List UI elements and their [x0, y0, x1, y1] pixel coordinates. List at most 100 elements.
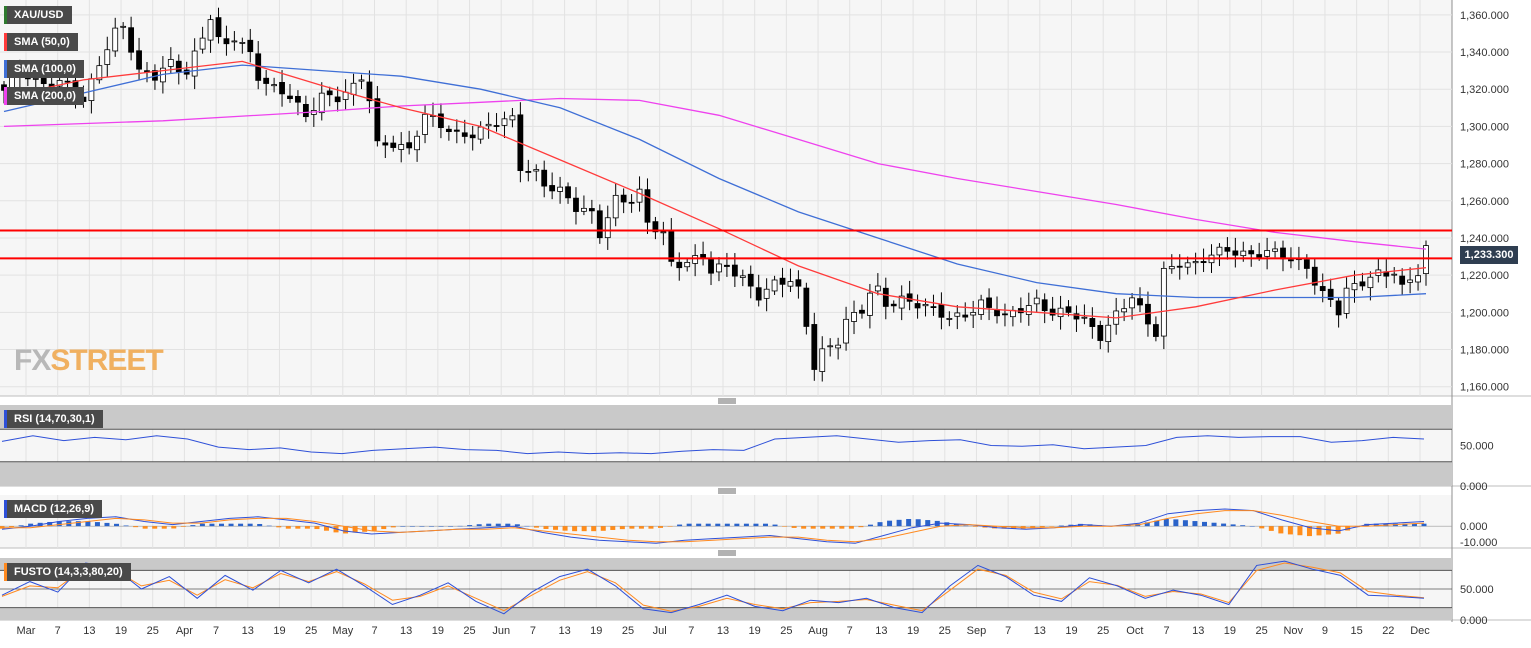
legend-swatch-sma100	[4, 60, 7, 78]
macd-hist-bar	[638, 526, 644, 529]
x-tick-label: 7	[1163, 625, 1169, 637]
x-tick-label: 25	[939, 625, 951, 637]
x-tick-label: 13	[558, 625, 570, 637]
candle-body	[366, 81, 373, 102]
candle-body	[1137, 298, 1143, 306]
candle-body	[620, 194, 627, 203]
macd-hist-bar	[810, 526, 816, 529]
x-tick-label: 25	[305, 625, 317, 637]
candle-body	[787, 281, 794, 287]
legend-sma50[interactable]: SMA (50,0)	[4, 33, 78, 51]
macd-hist-bar	[467, 525, 473, 527]
candle-body	[708, 259, 714, 274]
rsi-y-tick: 50.000	[1460, 441, 1494, 453]
macd-hist-bar	[1144, 522, 1150, 527]
legend-sma100[interactable]: SMA (100,0)	[4, 60, 84, 78]
x-tick-label: 22	[1382, 625, 1394, 637]
y-tick-label: 1,320.000	[1460, 84, 1509, 96]
candle-body	[167, 59, 174, 67]
candle-body	[843, 318, 849, 344]
macd-hist-bar	[1030, 526, 1036, 529]
candle-body	[104, 49, 111, 65]
macd-hist-bar	[839, 526, 845, 529]
candle-body	[938, 304, 945, 318]
candle-body	[191, 50, 198, 77]
candle-body	[1105, 324, 1112, 343]
x-tick-label: May	[332, 625, 353, 637]
panel-resize-handle-1[interactable]	[718, 488, 736, 494]
panel-resize-handle-0[interactable]	[718, 398, 736, 404]
candle-body	[422, 113, 428, 135]
macd-hist-bar	[553, 526, 559, 530]
macd-hist-bar	[276, 526, 282, 528]
macd-hist-bar	[1411, 523, 1417, 527]
legend-label-xauusd: XAU/USD	[14, 9, 64, 21]
macd-hist-bar	[696, 523, 702, 527]
candle-body	[1121, 308, 1128, 313]
candle-body	[533, 169, 540, 172]
x-tick-label: 7	[213, 625, 219, 637]
macd-hist-bar	[409, 526, 415, 527]
x-tick-label: 13	[400, 625, 412, 637]
macd-hist-bar	[982, 526, 988, 528]
candle-body	[612, 194, 619, 219]
sma100-line	[3, 64, 1427, 299]
legend-sma200[interactable]: SMA (200,0)	[4, 87, 84, 105]
candle-body	[819, 348, 826, 372]
legend-label-macd: MACD (12,26,9)	[14, 503, 95, 515]
macd-y-tick: 0.000	[1460, 521, 1488, 533]
candle-body	[763, 288, 770, 299]
macd-hist-bar	[925, 520, 931, 527]
legend-fusto[interactable]: FUSTO (14,3,3,80,20)	[4, 563, 131, 581]
candle-body	[96, 65, 103, 81]
rsi-upper-band	[0, 405, 1452, 430]
x-tick-label: 25	[780, 625, 792, 637]
legend-label-rsi: RSI (14,70,30,1)	[14, 413, 95, 425]
candle-body	[215, 17, 222, 38]
candle-body	[1057, 307, 1064, 318]
macd-hist-bar	[772, 524, 778, 527]
x-tick-label: 13	[1034, 625, 1046, 637]
macd-hist-bar	[1316, 526, 1322, 536]
y-tick-label: 1,200.000	[1460, 307, 1509, 319]
candle-body	[414, 135, 420, 151]
candle-body	[374, 98, 381, 142]
candle-body	[501, 118, 508, 126]
macd-hist-bar	[371, 526, 377, 531]
candle-body	[739, 275, 746, 278]
legend-xauusd[interactable]: XAU/USD	[4, 6, 72, 24]
candle-body	[1176, 265, 1183, 268]
candle-body	[1367, 276, 1374, 289]
candle-body	[803, 287, 810, 327]
macd-hist-bar	[963, 525, 969, 527]
candle-body	[1359, 281, 1366, 287]
candle-body	[684, 262, 691, 268]
macd-hist-bar	[782, 526, 788, 527]
candle-body	[120, 25, 127, 28]
candle-body	[1399, 275, 1406, 285]
candle-body	[239, 42, 246, 44]
macd-hist-bar	[944, 522, 950, 527]
candle-body	[604, 217, 611, 239]
macd-y-tick: -10.000	[1460, 537, 1497, 549]
candle-body	[628, 201, 635, 204]
x-tick-label: 7	[55, 625, 61, 637]
legend-swatch-macd	[4, 500, 7, 518]
x-tick-label: 25	[1097, 625, 1109, 637]
candle-body	[128, 27, 135, 53]
legend-macd[interactable]: MACD (12,26,9)	[4, 500, 103, 518]
candle-body	[279, 81, 285, 95]
macd-hist-bar	[648, 526, 654, 529]
candle-body	[1240, 250, 1247, 257]
x-tick-label: 7	[1005, 625, 1011, 637]
legend-rsi[interactable]: RSI (14,70,30,1)	[4, 410, 103, 428]
macd-hist-bar	[877, 522, 883, 527]
macd-hist-bar	[75, 521, 81, 527]
macd-hist-bar	[266, 525, 272, 527]
candle-body	[1065, 306, 1072, 313]
watermark-part1: FX	[14, 344, 51, 377]
y-tick-label: 1,300.000	[1460, 121, 1509, 133]
panel-resize-handle-2[interactable]	[718, 550, 736, 556]
macd-hist-bar	[390, 526, 396, 528]
